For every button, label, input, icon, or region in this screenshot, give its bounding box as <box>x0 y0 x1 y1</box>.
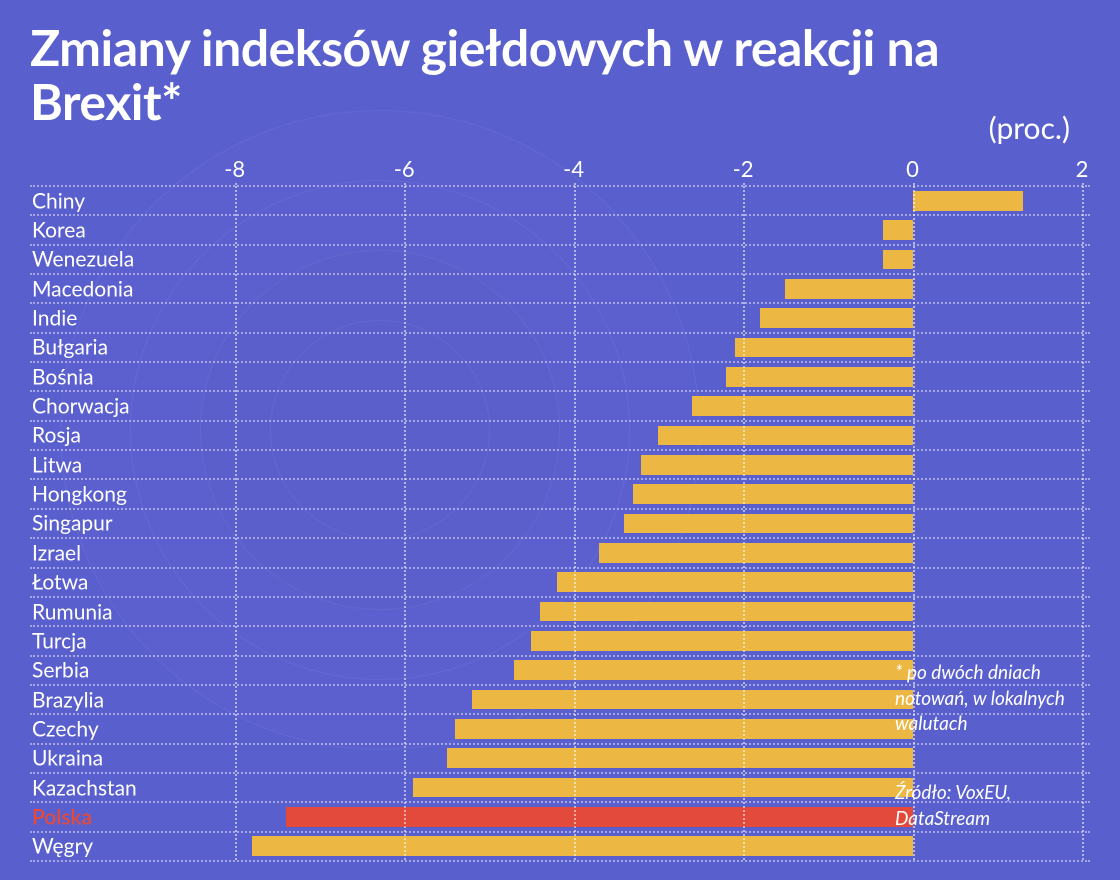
gridline <box>574 183 576 860</box>
bar <box>735 338 913 358</box>
bar <box>692 396 912 416</box>
gridline <box>235 183 237 860</box>
row-label: Litwa <box>32 454 150 475</box>
bar-rows: Chiny Korea Wenezuela Macedonia Indie Bułgari… <box>30 185 1090 860</box>
bar <box>286 807 913 827</box>
table-row: Wenezuela <box>30 244 1090 273</box>
table-row: Bośnia <box>30 361 1090 390</box>
row-label: Chiny <box>32 190 150 211</box>
bar <box>557 572 913 592</box>
row-label: Indie <box>32 308 150 329</box>
bar <box>252 836 913 856</box>
bar <box>540 602 913 622</box>
row-label: Chorwacja <box>32 396 150 417</box>
table-row: Łotwa <box>30 567 1090 596</box>
table-row: Singapur <box>30 508 1090 537</box>
x-tick-label: -6 <box>394 155 415 182</box>
row-label: Ukraina <box>32 748 150 769</box>
row-label: Brazylia <box>32 689 150 710</box>
table-row: Ukraina <box>30 743 1090 772</box>
table-row: Macedonia <box>30 273 1090 302</box>
x-tick-label: -4 <box>563 155 584 182</box>
gridline <box>1082 183 1084 860</box>
row-label: Czechy <box>32 718 150 739</box>
plot-area: Chiny Korea Wenezuela Macedonia Indie Bułgari… <box>30 155 1090 860</box>
bar <box>913 191 1023 211</box>
row-label: Polska <box>32 806 150 827</box>
x-tick-label: -2 <box>733 155 754 182</box>
table-row: Węgry <box>30 831 1090 860</box>
bar <box>785 279 912 299</box>
bar <box>413 778 913 798</box>
table-row: Rosja <box>30 420 1090 449</box>
table-row: Litwa <box>30 449 1090 478</box>
bar <box>531 631 912 651</box>
row-label: Łotwa <box>32 572 150 593</box>
row-label: Serbia <box>32 660 150 681</box>
row-label: Bośnia <box>32 366 150 387</box>
row-label: Kazachstan <box>32 777 150 798</box>
row-label: Rosja <box>32 425 150 446</box>
table-row: Hongkong <box>30 478 1090 507</box>
table-row: Bułgaria <box>30 332 1090 361</box>
row-label: Wenezuela <box>32 249 150 270</box>
table-row: Indie <box>30 302 1090 331</box>
row-label: Węgry <box>32 836 150 857</box>
bar <box>472 690 913 710</box>
gridline <box>404 183 406 860</box>
bar <box>883 250 913 270</box>
x-tick-label: -8 <box>224 155 245 182</box>
table-row: Korea <box>30 214 1090 243</box>
gridline <box>913 183 915 860</box>
row-label: Turcja <box>32 630 150 651</box>
bar <box>599 543 912 563</box>
chart-title: Zmiany indeksów giełdowych w reakcji na … <box>30 20 1080 128</box>
row-label: Macedonia <box>32 278 150 299</box>
bar <box>633 484 913 504</box>
bar <box>447 748 913 768</box>
row-label: Rumunia <box>32 601 150 622</box>
x-tick-label: 0 <box>906 155 919 182</box>
row-label: Korea <box>32 220 150 241</box>
row-label: Izrael <box>32 542 150 563</box>
table-row: Turcja <box>30 625 1090 654</box>
bar <box>760 308 913 328</box>
bar <box>726 367 912 387</box>
gridline <box>743 183 745 860</box>
bar <box>624 514 912 534</box>
source-text: Źródło: VoxEU, DataStream <box>895 780 1075 831</box>
bar <box>658 426 912 446</box>
bar <box>883 220 913 240</box>
footnote-text: * po dwóch dniach notowań, w lokalnych w… <box>895 660 1075 737</box>
row-label: Hongkong <box>32 484 150 505</box>
table-row: Rumunia <box>30 596 1090 625</box>
row-label: Singapur <box>32 513 150 534</box>
table-row: Chorwacja <box>30 390 1090 419</box>
bar <box>455 719 913 739</box>
table-row: Izrael <box>30 537 1090 566</box>
x-tick-label: 2 <box>1076 155 1089 182</box>
row-label: Bułgaria <box>32 337 150 358</box>
chart-container: Zmiany indeksów giełdowych w reakcji na … <box>0 0 1120 880</box>
table-row: Chiny <box>30 185 1090 214</box>
bar <box>641 455 912 475</box>
unit-label: (proc.) <box>989 110 1070 146</box>
